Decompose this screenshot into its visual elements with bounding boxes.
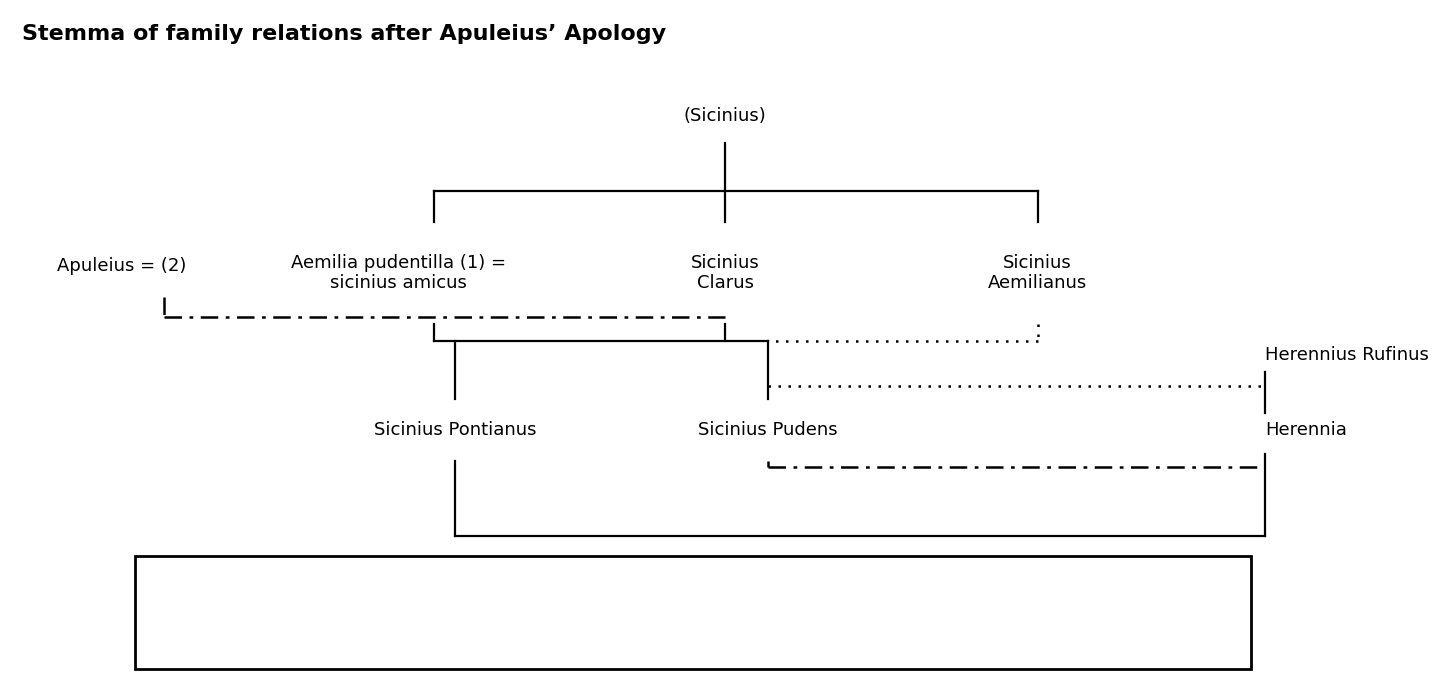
Text: Father-in-law tried to arrange a remarriage: Father-in-law tried to arrange a remarri… <box>280 629 667 647</box>
Text: Sicinius Pudens: Sicinius Pudens <box>697 421 838 439</box>
Text: Herennius Rufinus: Herennius Rufinus <box>1264 346 1428 364</box>
Text: Stemma of family relations after Apuleius’ Apology: Stemma of family relations after Apuleiu… <box>22 24 666 44</box>
Text: Sicinius Pontianus: Sicinius Pontianus <box>374 421 536 439</box>
Text: Apuleius = (2): Apuleius = (2) <box>57 257 187 275</box>
Text: Put pressure on Sicinius Pudens to accuse his stepfather Apuleius: Put pressure on Sicinius Pudens to accus… <box>280 574 873 592</box>
Text: Herennia: Herennia <box>1264 421 1347 439</box>
Text: Sicinius
Aemilianus: Sicinius Aemilianus <box>987 253 1088 292</box>
Text: (Sicinius): (Sicinius) <box>683 107 767 125</box>
Text: Sicinius
Clarus: Sicinius Clarus <box>690 253 760 292</box>
FancyBboxPatch shape <box>135 556 1251 669</box>
Text: Aemilia pudentilla (1) =
sicinius amicus: Aemilia pudentilla (1) = sicinius amicus <box>290 253 506 292</box>
